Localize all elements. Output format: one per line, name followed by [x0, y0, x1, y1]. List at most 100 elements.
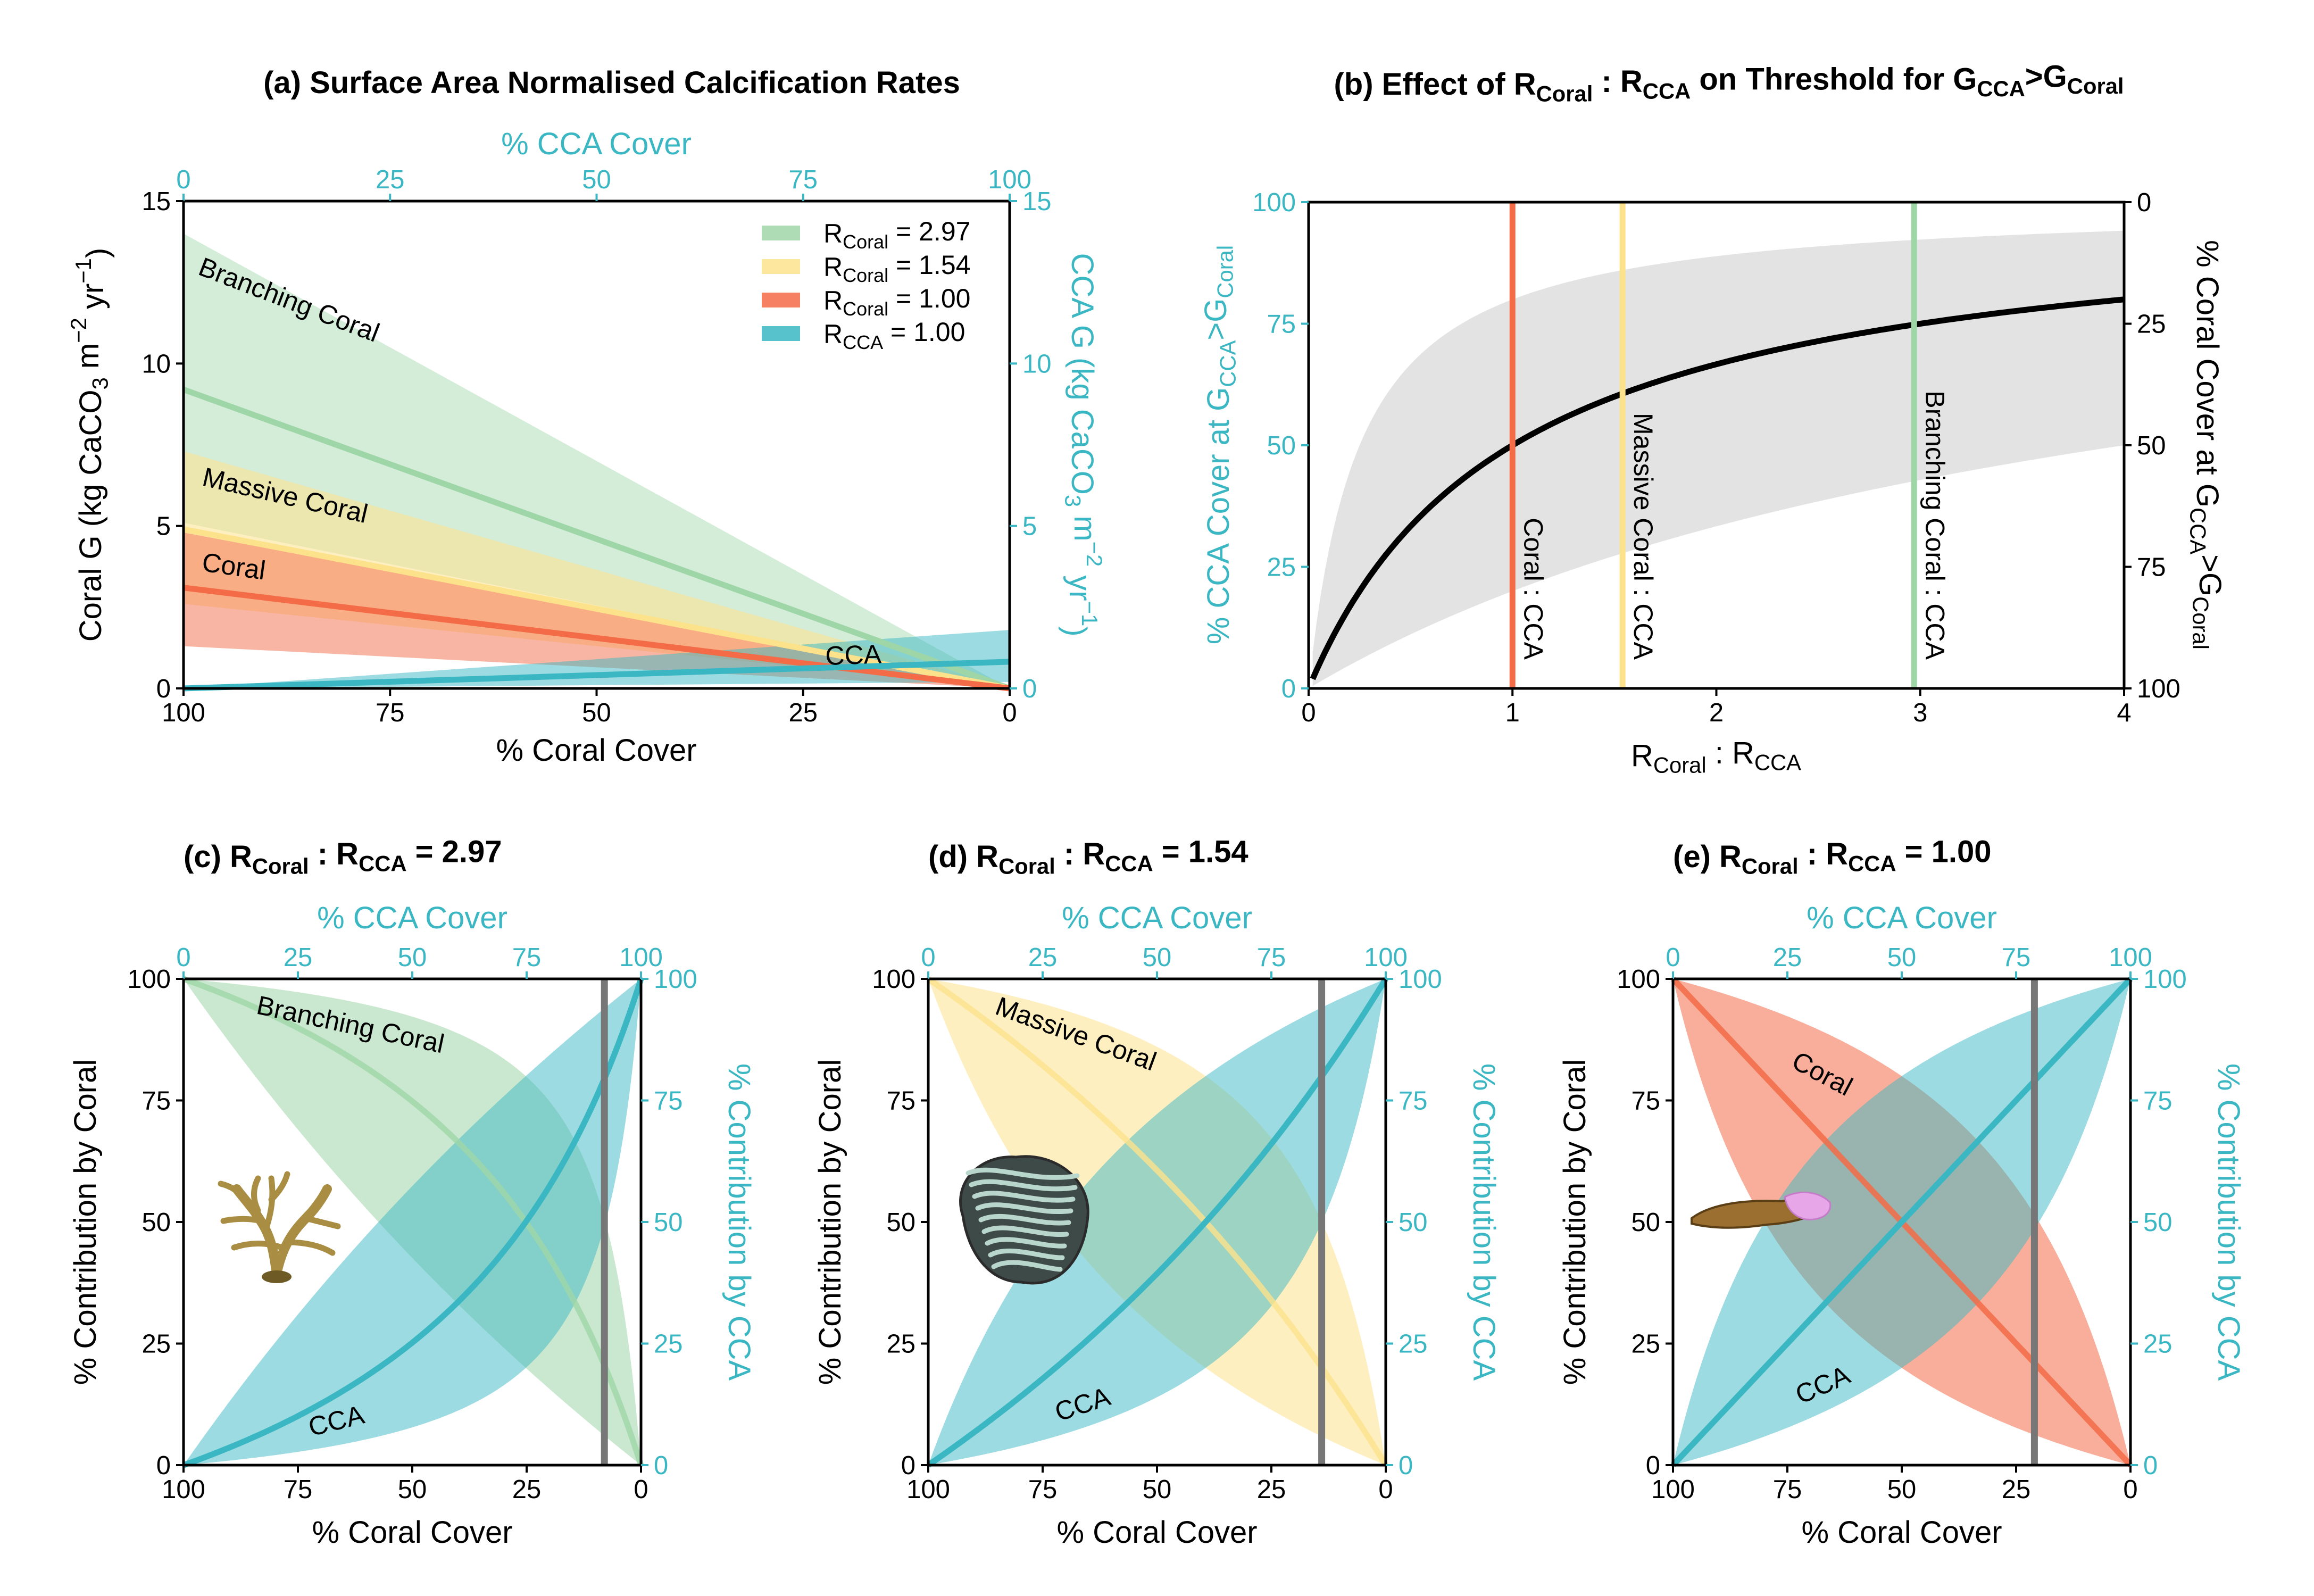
text-part: % CCA Cover at G	[1201, 387, 1236, 644]
y-tick-label: 25	[1267, 553, 1296, 582]
y-tick-label: 50	[141, 1208, 171, 1237]
x-tick-label: 75	[1028, 1475, 1058, 1504]
subscript: −1	[1077, 601, 1102, 627]
y-tick-label: 50	[1267, 431, 1296, 460]
subscript: CCA	[843, 331, 883, 353]
cca-line	[926, 977, 1388, 1468]
subscript: 3	[88, 377, 113, 389]
subscript: Coral	[998, 854, 1055, 879]
branching-coral-icon	[218, 1171, 341, 1283]
cca-band	[928, 979, 1386, 1465]
vline-label: Branching Coral : CCA	[1920, 390, 1950, 660]
x-tick-label: 25	[2002, 1475, 2031, 1504]
text-part: >G	[2193, 554, 2227, 596]
coral-ridge	[985, 1237, 1067, 1249]
band-0	[184, 234, 1010, 689]
legend-swatch	[762, 326, 800, 341]
subscript: Coral	[1653, 753, 1707, 778]
x-top-tick-label: 100	[1364, 943, 1408, 972]
text-part: : R	[1593, 64, 1642, 99]
massive-coral-icon	[959, 1155, 1089, 1285]
x-tick-label: 50	[582, 699, 611, 727]
subscript: CCA	[1977, 76, 2025, 101]
panel-title: (d) RCoral : RCCA = 1.54	[928, 834, 1248, 878]
coral-ridge	[975, 1202, 1073, 1215]
vline-label: Coral : CCA	[1518, 518, 1548, 660]
x-top-tick-label: 75	[512, 943, 542, 972]
y-tick-label: 0	[1646, 1451, 1660, 1480]
text-part: CCA G (kg CaCO	[1065, 253, 1100, 494]
x-tick-label: 100	[162, 1475, 205, 1504]
y-tick-label: 100	[1252, 188, 1296, 217]
y-right-tick-label: 0	[1022, 675, 1037, 703]
text-part: = 2.97	[407, 834, 502, 869]
panel-title: (c) RCoral : RCCA = 2.97	[184, 834, 502, 878]
subscript: −1	[71, 258, 96, 284]
series-line-0	[182, 387, 1011, 692]
y-tick-label: 50	[1631, 1208, 1660, 1237]
y-right-tick-label: 25	[654, 1330, 683, 1359]
y-right-tick-label: 100	[654, 965, 697, 994]
coral-ridge	[965, 1167, 1080, 1180]
subscript: CCA	[1848, 851, 1896, 876]
legend-entry: RCoral = 1.00	[823, 284, 970, 320]
legend-entry: RCoral = 1.54	[823, 250, 970, 286]
x-tick-label: 50	[1143, 1475, 1172, 1504]
legend-swatch	[762, 259, 800, 274]
branch	[220, 1216, 264, 1224]
coral-ridge	[991, 1260, 1063, 1272]
y-tick-label: 75	[886, 1087, 915, 1116]
y-axis-label: % Contribution by Coral	[813, 1059, 847, 1385]
x-tick-label: 0	[2123, 1475, 2137, 1504]
y-right-axis-label: % Contribution by CCA	[2211, 1063, 2246, 1381]
text-part: : R	[309, 837, 359, 871]
y-right-tick-label: 75	[654, 1087, 683, 1116]
y-right-axis-label: % Coral Cover at GCCA>GCoral	[2185, 240, 2227, 650]
series-line-1	[182, 526, 1011, 692]
x-tick-label: 25	[788, 699, 818, 727]
panel-b-title: (b) Effect of RCoral : RCCA on Threshold…	[1334, 59, 2124, 106]
text-part: R	[823, 319, 843, 349]
y-tick-label: 75	[141, 1087, 171, 1116]
x-tick-label: 0	[1378, 1475, 1393, 1504]
y-tick-label: 25	[141, 1330, 171, 1359]
x-top-tick-label: 25	[376, 165, 405, 194]
x-tick-label: 75	[284, 1475, 313, 1504]
branch	[251, 1175, 261, 1213]
x-top-tick-label: 50	[398, 943, 427, 972]
x-tick-label: 100	[162, 699, 205, 727]
x-top-tick-label: 100	[619, 943, 663, 972]
legend-entry: RCoral = 2.97	[823, 217, 970, 253]
subscript: CCA	[1643, 79, 1691, 104]
text-part: >G	[2025, 59, 2067, 94]
subscript: CCA	[2185, 508, 2210, 554]
x-tick-label: 50	[398, 1475, 427, 1504]
subscript: CCA	[1754, 750, 1801, 775]
x-top-tick-label: 100	[988, 165, 1031, 194]
y-tick-label: 5	[156, 512, 171, 541]
series-line-3	[183, 659, 1010, 692]
y-right-tick-label: 75	[2137, 553, 2166, 582]
subscript: Coral	[843, 231, 888, 253]
branch	[272, 1184, 332, 1279]
x-axis-label: % Coral Cover	[312, 1515, 512, 1550]
text-part: : R	[1799, 837, 1848, 871]
text-part: = 1.00	[1896, 834, 1992, 869]
text-part: R	[823, 252, 843, 282]
x-axis-label: % Coral Cover	[496, 733, 696, 768]
y-right-tick-label: 100	[2143, 965, 2187, 994]
y-right-tick-label: 100	[2137, 675, 2180, 703]
series-line-2	[183, 585, 1010, 692]
x-top-tick-label: 75	[1257, 943, 1286, 972]
y-right-tick-label: 75	[1399, 1087, 1428, 1116]
legend-swatch	[762, 293, 800, 307]
x-top-axis-label: % CCA Cover	[1062, 901, 1252, 935]
y-right-tick-label: 100	[1399, 965, 1442, 994]
x-axis-label: % Coral Cover	[1801, 1515, 2002, 1550]
x-top-tick-label: 0	[921, 943, 935, 972]
subscript: CCA	[1216, 340, 1241, 387]
y-tick-label: 50	[886, 1208, 915, 1237]
x-top-tick-label: 75	[788, 165, 818, 194]
